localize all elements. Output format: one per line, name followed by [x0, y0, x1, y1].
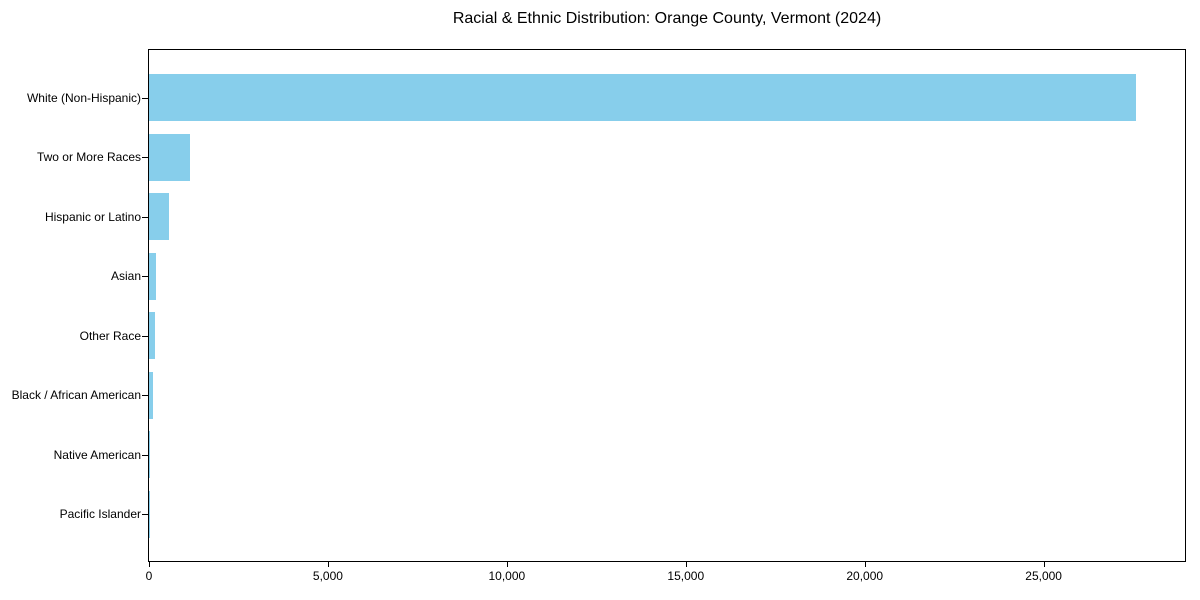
bar-pacific-islander	[149, 490, 150, 538]
x-tick-mark	[149, 561, 150, 567]
x-tick-mark	[685, 561, 687, 567]
bar-asian	[149, 252, 156, 300]
chart-title: Racial & Ethnic Distribution: Orange Cou…	[452, 10, 882, 27]
y-tick-label: Other Race	[79, 328, 141, 343]
x-tick-label: 10,000	[488, 569, 526, 583]
bar-two-or-more-races	[149, 133, 191, 181]
plot-area	[148, 49, 1186, 562]
y-tick-mark	[142, 335, 148, 337]
x-tick-mark	[506, 561, 508, 567]
bar-white-non-hispanic	[149, 74, 1137, 121]
y-tick-label: Native American	[53, 447, 141, 462]
x-tick-label: 20,000	[846, 569, 884, 583]
x-tick-label: 25,000	[1025, 569, 1062, 583]
x-tick-label: 0	[145, 569, 153, 583]
y-tick-label: White (Non-Hispanic)	[26, 90, 141, 105]
bar-other-race	[149, 312, 155, 359]
y-tick-mark	[142, 97, 148, 99]
y-tick-label: Pacific Islander	[59, 507, 141, 521]
y-tick-label: Two or More Races	[36, 150, 141, 164]
y-tick-label: Hispanic or Latino	[44, 209, 141, 224]
y-tick-label: Black / African American	[11, 388, 141, 402]
y-tick-mark	[142, 157, 148, 158]
x-tick-mark	[864, 561, 866, 567]
y-tick-mark	[142, 276, 148, 277]
x-tick-label: 15,000	[667, 569, 705, 583]
bar-black-african-american	[149, 371, 154, 419]
x-tick-mark	[327, 561, 329, 567]
y-tick-label: Asian	[110, 269, 141, 283]
y-tick-mark	[142, 454, 148, 456]
bar-hispanic-or-latino	[149, 193, 170, 240]
x-tick-label: 5,000	[312, 569, 343, 583]
y-tick-mark	[142, 216, 148, 218]
bar-native-american	[149, 431, 151, 478]
y-tick-mark	[142, 395, 148, 396]
x-tick-mark	[1043, 561, 1045, 567]
y-tick-mark	[142, 514, 148, 515]
